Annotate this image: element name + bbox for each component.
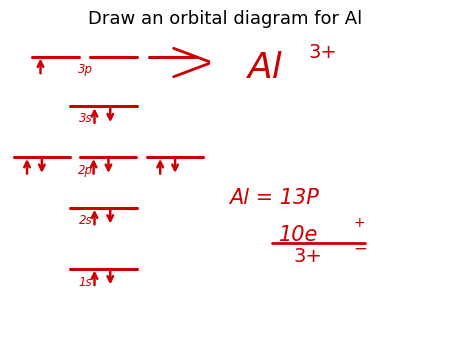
Text: 3s: 3s	[79, 112, 92, 125]
Text: 2s: 2s	[79, 214, 92, 227]
Text: Al = 13P: Al = 13P	[230, 188, 320, 208]
Text: Al: Al	[248, 51, 282, 84]
Text: 3p: 3p	[78, 63, 93, 76]
Text: 3+: 3+	[294, 247, 323, 266]
Text: 3+: 3+	[308, 43, 337, 62]
Text: 1s: 1s	[79, 276, 92, 289]
Text: Draw an orbital diagram for Al: Draw an orbital diagram for Al	[88, 10, 362, 28]
Text: 10e: 10e	[279, 225, 319, 245]
Text: +: +	[353, 216, 365, 230]
Text: 2p: 2p	[78, 164, 93, 176]
Text: −: −	[353, 239, 367, 258]
